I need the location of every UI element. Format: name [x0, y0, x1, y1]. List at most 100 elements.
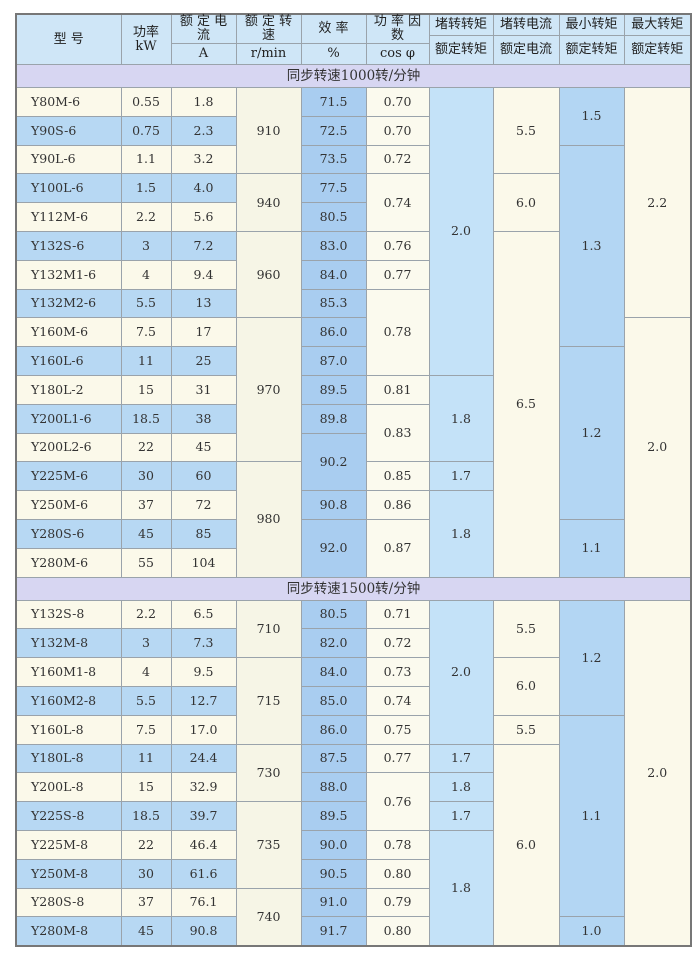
- efficiency-cell: 85.3: [300, 288, 367, 319]
- power-cell: 15: [120, 374, 172, 405]
- power-cell: 18.5: [120, 403, 172, 434]
- table-row: Y180L-2 15 31 89.5 0.81 1.8: [15, 374, 691, 463]
- current-cell: 4.0: [170, 173, 237, 204]
- model-cell: Y200L-8: [15, 772, 122, 803]
- pf-cell: 0.86: [365, 490, 430, 520]
- pf-cell: 0.72: [365, 628, 430, 659]
- header-model: 型 号: [15, 13, 122, 65]
- stall-torque-cell: 1.8: [428, 829, 494, 947]
- table-row: Y280M-6 55 104: [15, 547, 691, 578]
- power-cell: 1.5: [120, 173, 172, 204]
- section-title: 同步转速1500转/分钟: [15, 576, 692, 601]
- pf-cell: 0.73: [365, 657, 430, 687]
- header-power: 功率 kW: [120, 13, 172, 65]
- model-cell: Y132M1-6: [15, 259, 122, 290]
- efficiency-cell: 90.0: [300, 829, 367, 860]
- model-cell: Y250M-8: [15, 858, 122, 889]
- current-cell: 9.5: [170, 657, 237, 687]
- current-cell: 17: [170, 317, 237, 348]
- stall-current-cell: 6.0: [492, 173, 560, 232]
- pf-cell: 0.83: [365, 403, 430, 463]
- efficiency-cell: 77.5: [300, 173, 367, 204]
- pf-cell: 0.74: [365, 685, 430, 716]
- min-torque-cell: 1.2: [558, 346, 625, 520]
- table-row: Y132M1-6 4 9.4 84.0 0.77: [15, 259, 691, 290]
- header-speed-unit: r/min: [235, 43, 302, 65]
- pf-cell: 0.75: [365, 714, 430, 745]
- table-row: Y132S-6 3 7.2 960 83.0 0.76 6.5: [15, 230, 691, 578]
- stall-torque-cell: 1.8: [428, 490, 494, 578]
- efficiency-cell: 87.5: [300, 743, 367, 774]
- pf-cell: 0.81: [365, 374, 430, 405]
- pf-cell: 0.80: [365, 916, 430, 947]
- header-current-unit: A: [170, 43, 237, 65]
- max-torque-cell: 2.0: [623, 599, 692, 947]
- speed-cell: 710: [235, 599, 302, 659]
- efficiency-cell: 85.0: [300, 685, 367, 716]
- current-cell: 90.8: [170, 916, 237, 947]
- pf-cell: 0.76: [365, 772, 430, 831]
- efficiency-cell: 89.5: [300, 801, 367, 831]
- model-cell: Y100L-6: [15, 173, 122, 204]
- stall-torque-cell: 1.7: [428, 461, 494, 492]
- efficiency-cell: 91.0: [300, 887, 367, 918]
- min-torque-cell: 1.1: [558, 714, 625, 918]
- model-cell: Y250M-6: [15, 490, 122, 520]
- max-torque-cell: 2.0: [623, 317, 692, 578]
- speed-cell: 715: [235, 657, 302, 745]
- speed-cell: 970: [235, 317, 302, 463]
- power-cell: 18.5: [120, 801, 172, 831]
- power-cell: 11: [120, 743, 172, 774]
- header-pf-unit: cos φ: [365, 43, 430, 65]
- model-cell: Y90S-6: [15, 115, 122, 146]
- current-cell: 6.5: [170, 599, 237, 630]
- efficiency-cell: 90.2: [300, 432, 367, 492]
- current-cell: 1.8: [170, 87, 237, 117]
- pf-cell: 0.79: [365, 887, 430, 918]
- power-cell: 0.75: [120, 115, 172, 146]
- speed-cell: 960: [235, 230, 302, 319]
- efficiency-cell: 87.0: [300, 346, 367, 376]
- model-cell: Y180L-8: [15, 743, 122, 774]
- table-row: Y200L1-6 18.5 38 89.8 0.83: [15, 403, 691, 463]
- stall-current-cell: 6.0: [492, 657, 560, 716]
- power-cell: 37: [120, 490, 172, 520]
- pf-cell: 0.70: [365, 115, 430, 146]
- header-stall-torque: 堵转转矩: [428, 13, 494, 36]
- pf-cell: 0.77: [365, 259, 430, 290]
- header-min-torque: 最小转矩: [558, 13, 625, 36]
- efficiency-cell: 88.0: [300, 772, 367, 803]
- min-torque-cell: 1.2: [558, 599, 625, 716]
- current-cell: 45: [170, 432, 237, 463]
- table-row: Y225M-8 22 46.4 90.0 0.78 1.8: [15, 829, 691, 947]
- power-cell: 22: [120, 829, 172, 860]
- current-cell: 39.7: [170, 801, 237, 831]
- current-cell: 38: [170, 403, 237, 434]
- current-cell: 104: [170, 547, 237, 578]
- table-row: Y200L2-6 22 45 90.2: [15, 432, 691, 492]
- power-cell: 15: [120, 772, 172, 803]
- current-cell: 60: [170, 461, 237, 492]
- table-row: Y90L-6 1.1 3.2 73.5 0.72 1.3: [15, 144, 691, 348]
- stall-torque-cell: 1.8: [428, 374, 494, 463]
- header-max-torque-den: 额定转矩: [623, 35, 692, 65]
- pf-cell: 0.70: [365, 87, 430, 117]
- section-header-row: 同步转速1500转/分钟: [15, 576, 692, 601]
- efficiency-cell: 92.0: [300, 518, 367, 578]
- current-cell: 7.3: [170, 628, 237, 659]
- efficiency-cell: 90.8: [300, 490, 367, 520]
- table-row: Y160L-6 11 25 87.0 1.2: [15, 346, 691, 520]
- power-cell: 30: [120, 461, 172, 492]
- section-header-row: 同步转速1000转/分钟: [15, 64, 692, 88]
- power-cell: 45: [120, 916, 172, 947]
- table-row: Y160M-6 7.5 17 970 86.0 2.0: [15, 317, 692, 578]
- pf-cell: 0.71: [365, 599, 430, 630]
- table-row: Y112M-6 2.2 5.6 80.5: [15, 202, 691, 232]
- efficiency-cell: 89.8: [300, 403, 367, 434]
- pf-cell: 0.77: [365, 743, 430, 774]
- speed-cell: 910: [235, 86, 302, 175]
- header-stall-current: 堵转电流: [492, 13, 560, 36]
- pf-cell: 0.80: [365, 858, 430, 889]
- current-cell: 5.6: [170, 202, 237, 232]
- table-row: Y250M-8 30 61.6 90.5 0.80: [15, 858, 691, 889]
